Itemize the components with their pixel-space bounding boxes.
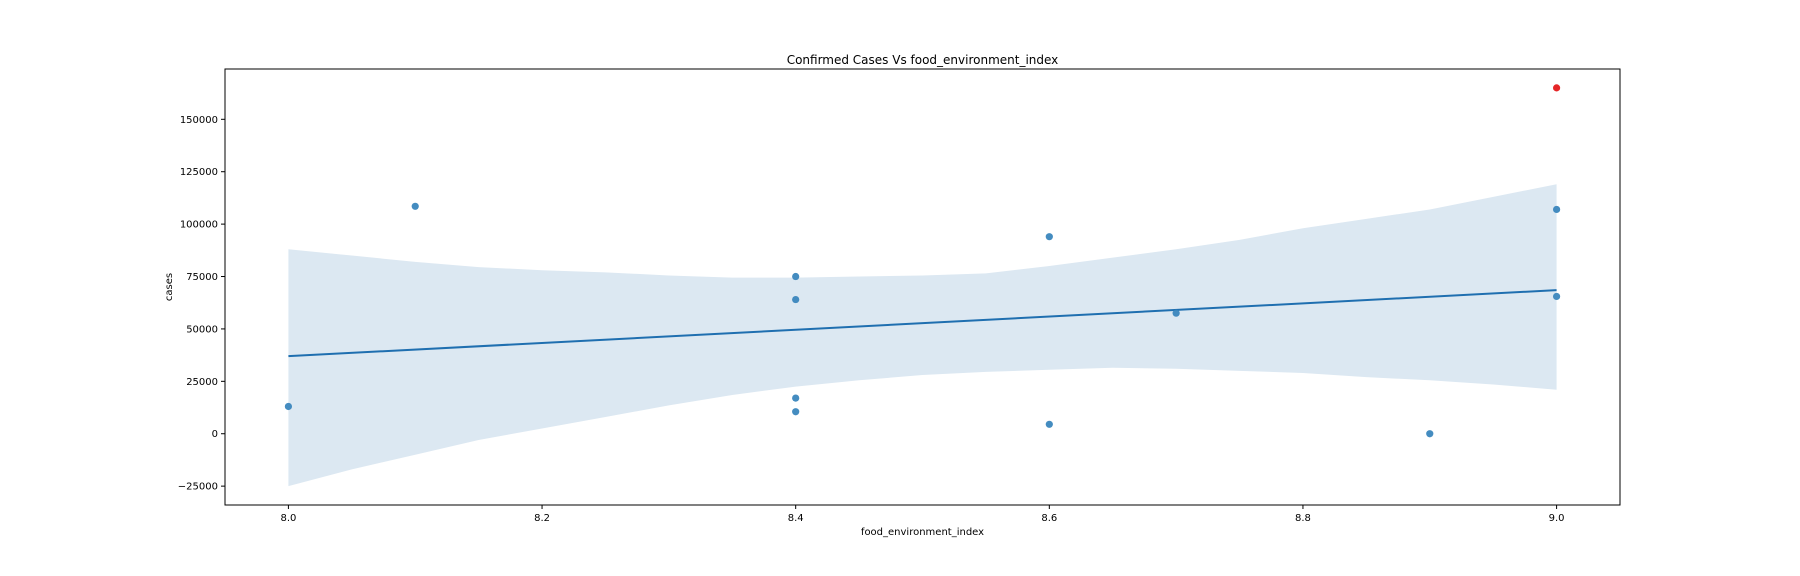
confidence-band-layer: [288, 184, 1557, 487]
x-tick-label: 9.0: [1549, 513, 1565, 524]
data-point: [792, 408, 800, 416]
plot-area: [284, 84, 1561, 487]
x-tick-label: 8.2: [534, 513, 550, 524]
data-point: [411, 202, 419, 210]
x-tick-label: 8.6: [1041, 513, 1057, 524]
data-point: [1045, 420, 1053, 428]
y-tick-label: 50000: [186, 324, 218, 335]
data-point: [1045, 233, 1053, 241]
x-tick-label: 8.8: [1295, 513, 1311, 524]
x-axis-ticks: 8.0 8.2 8.4 8.6 8.8 9.0: [280, 505, 1565, 524]
chart-title: Confirmed Cases Vs food_environment_inde…: [787, 53, 1059, 67]
scatter-points-layer: [284, 202, 1561, 438]
plot-frame: [224, 68, 1621, 506]
data-point: [792, 394, 800, 402]
data-point: [1552, 205, 1561, 214]
y-tick-label: 0: [212, 429, 218, 440]
data-point: [1172, 309, 1180, 317]
data-point: [1426, 430, 1434, 438]
regression-line-layer: [288, 289, 1557, 358]
data-point: [1552, 292, 1561, 301]
y-tick-label: −25000: [178, 482, 218, 493]
y-tick-label: 100000: [180, 220, 218, 231]
x-tick-label: 8.4: [788, 513, 804, 524]
y-axis-label: cases: [164, 273, 175, 301]
y-tick-label: 75000: [186, 272, 218, 283]
confidence-band: [288, 184, 1557, 487]
data-point: [792, 295, 800, 304]
y-tick-label: 125000: [180, 167, 218, 178]
x-tick-label: 8.0: [280, 513, 296, 524]
y-axis-ticks: −25000 0 25000 50000 75000 100000 125000 150000: [178, 115, 225, 493]
data-point: [792, 272, 800, 281]
y-tick-label: 150000: [180, 115, 218, 126]
highlight-points-layer: [1552, 84, 1561, 92]
data-point: [284, 402, 293, 411]
highlight-point: [1552, 84, 1561, 92]
x-axis-label: food_environment_index: [861, 527, 984, 538]
regression-line: [288, 289, 1557, 358]
y-tick-label: 25000: [186, 377, 218, 388]
